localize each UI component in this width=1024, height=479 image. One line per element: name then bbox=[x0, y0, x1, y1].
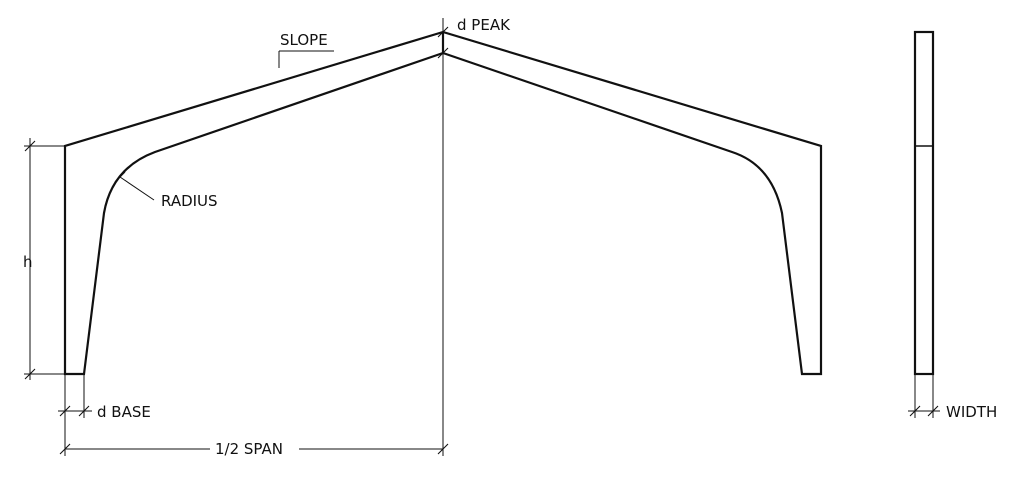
peak-top-tick bbox=[437, 26, 449, 38]
half-span-label: 1/2 SPAN bbox=[215, 440, 283, 458]
radius-leader bbox=[119, 176, 155, 201]
half-span-left-tick bbox=[59, 443, 71, 455]
d-peak-label: d PEAK bbox=[457, 16, 511, 34]
half-span-right-tick bbox=[437, 443, 449, 455]
h-bottom-tick bbox=[24, 368, 36, 380]
frame-outline bbox=[63, 30, 823, 376]
d-base-right-tick bbox=[78, 405, 90, 417]
side-view-outline bbox=[913, 30, 935, 376]
slope-label: SLOPE bbox=[280, 31, 328, 49]
d-base-label: d BASE bbox=[97, 403, 151, 421]
h-top-tick bbox=[24, 140, 36, 152]
radius-label: RADIUS bbox=[161, 192, 218, 210]
d-base-left-tick bbox=[59, 405, 71, 417]
radius-tick bbox=[114, 171, 126, 183]
width-right-tick bbox=[927, 405, 939, 417]
peak-bottom-tick bbox=[437, 47, 449, 59]
width-label: WIDTH bbox=[946, 403, 997, 421]
width-left-tick bbox=[909, 405, 921, 417]
h-label: h bbox=[23, 253, 33, 271]
